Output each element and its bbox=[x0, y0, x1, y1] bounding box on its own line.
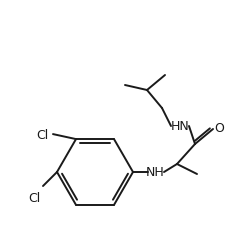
Text: Cl: Cl bbox=[36, 128, 48, 141]
Text: HN: HN bbox=[171, 120, 189, 133]
Text: Cl: Cl bbox=[28, 192, 40, 205]
Text: NH: NH bbox=[146, 166, 164, 179]
Text: O: O bbox=[214, 121, 224, 134]
